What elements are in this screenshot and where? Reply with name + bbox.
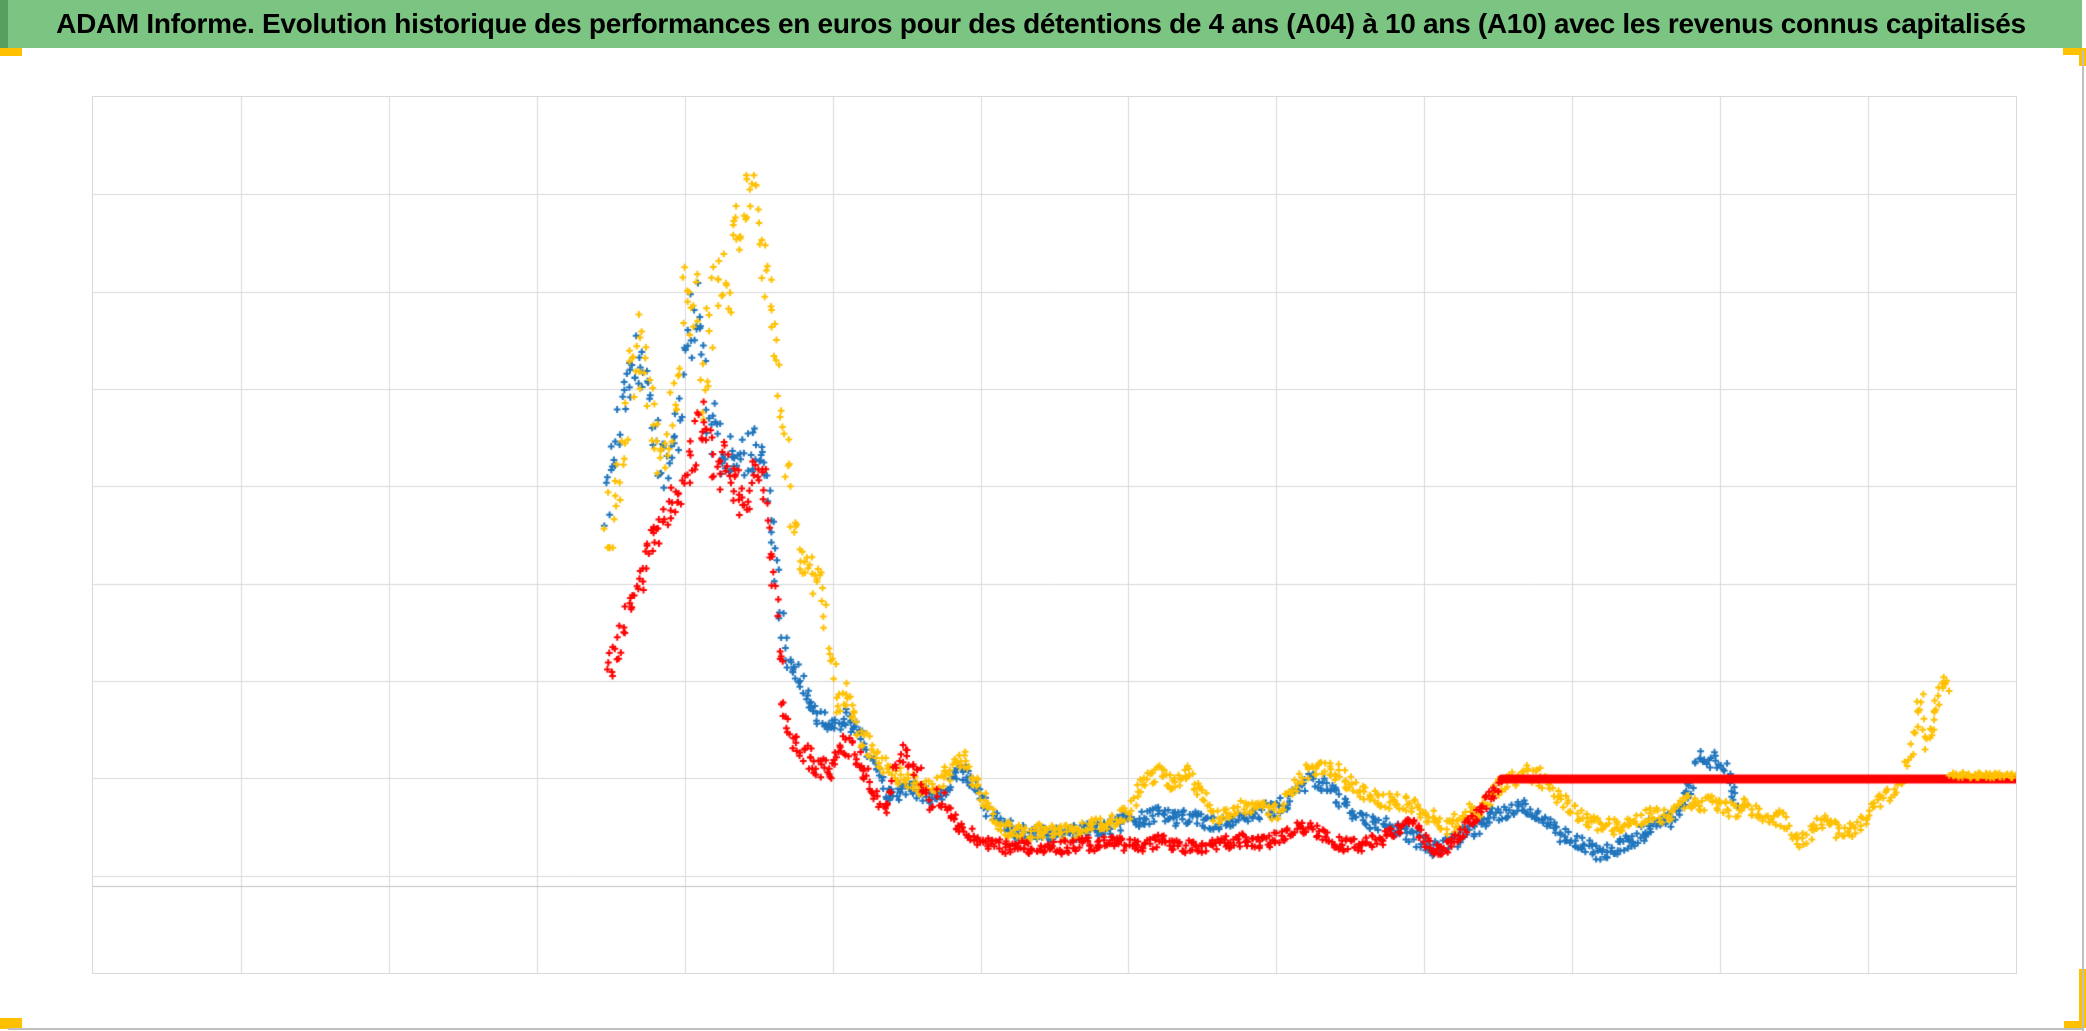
page-bottom-edge-line — [8, 1028, 2084, 1030]
corner-accent-top-left — [0, 48, 22, 56]
corner-accent-bottom-right — [2064, 1021, 2086, 1028]
title-bar: ADAM Informe. Evolution historique des p… — [0, 0, 2082, 48]
chart-plot-area — [92, 96, 2017, 974]
page-title: ADAM Informe. Evolution historique des p… — [56, 8, 2026, 39]
title-bar-left-edge — [0, 0, 8, 48]
performance-scatter-chart — [93, 97, 2016, 973]
corner-accent-top-right — [2063, 48, 2086, 55]
corner-accent-bottom-left — [0, 1018, 22, 1029]
page-right-edge-line — [2082, 50, 2084, 1031]
